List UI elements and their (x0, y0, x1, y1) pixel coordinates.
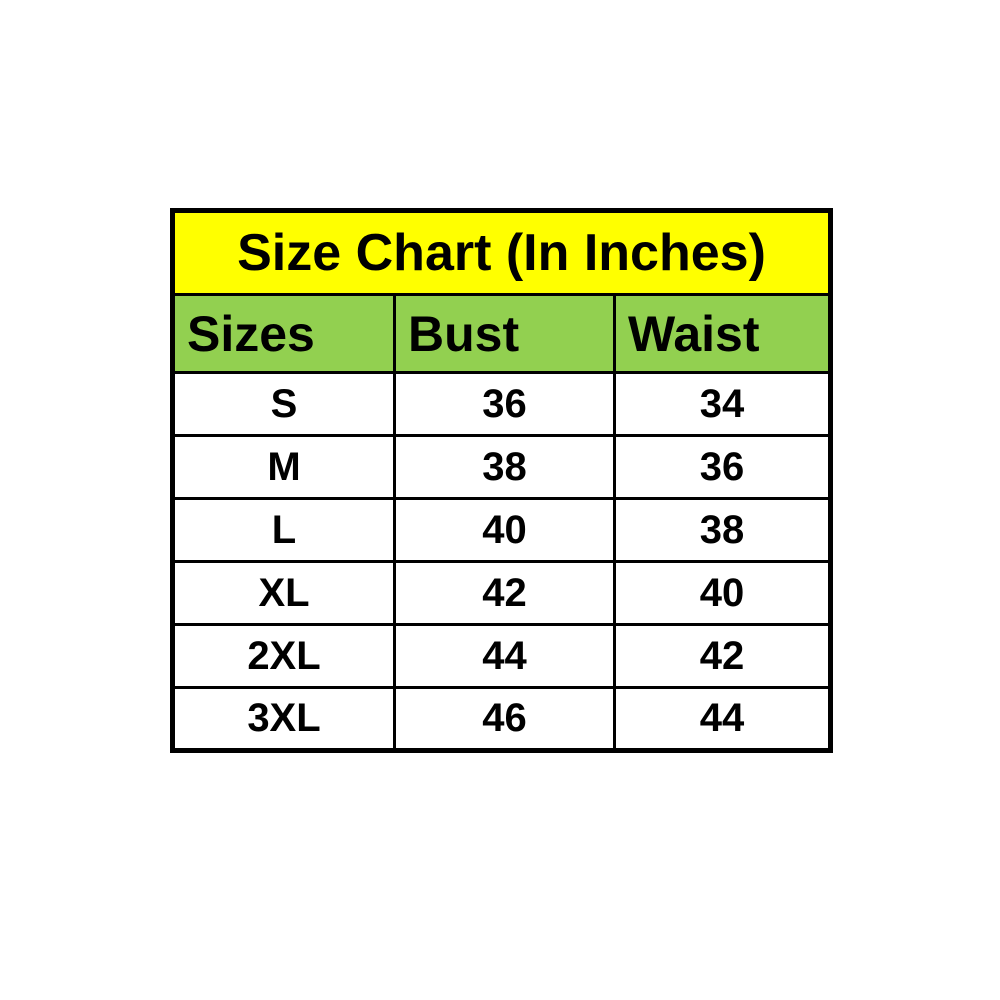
bust-cell: 40 (393, 497, 616, 563)
table-title: Size Chart (In Inches) (170, 209, 833, 296)
waist-cell: 40 (612, 560, 833, 626)
waist-cell: 44 (612, 686, 833, 752)
column-header-waist: Waist (612, 293, 833, 374)
column-header-sizes: Sizes (171, 293, 396, 374)
table-row: M 38 36 (171, 434, 833, 500)
size-cell: S (171, 371, 396, 437)
size-chart-table: Size Chart (In Inches) Sizes Bust Waist … (170, 208, 834, 753)
bust-cell: 44 (393, 623, 616, 689)
size-cell: 3XL (171, 686, 396, 752)
table-row: XL 42 40 (171, 560, 833, 626)
size-cell: XL (171, 560, 396, 626)
title-row: Size Chart (In Inches) (170, 209, 833, 296)
bust-cell: 46 (393, 686, 616, 752)
waist-cell: 42 (612, 623, 833, 689)
table-row: 3XL 46 44 (171, 686, 833, 752)
waist-cell: 38 (612, 497, 833, 563)
bust-cell: 42 (393, 560, 616, 626)
table-body: S 36 34 M 38 36 L 40 38 XL 42 40 2XL 44 42 3XL 46 44 (171, 371, 833, 752)
table-row: 2XL 44 42 (171, 623, 833, 689)
bust-cell: 36 (393, 371, 616, 437)
size-cell: M (171, 434, 396, 500)
table-head: Size Chart (In Inches) Sizes Bust Waist (170, 209, 833, 374)
table-row: L 40 38 (171, 497, 833, 563)
waist-cell: 36 (612, 434, 833, 500)
table-row: S 36 34 (171, 371, 833, 437)
column-header-bust: Bust (393, 293, 616, 374)
size-cell: L (171, 497, 396, 563)
waist-cell: 34 (612, 371, 833, 437)
size-cell: 2XL (171, 623, 396, 689)
header-row: Sizes Bust Waist (171, 293, 833, 374)
bust-cell: 38 (393, 434, 616, 500)
